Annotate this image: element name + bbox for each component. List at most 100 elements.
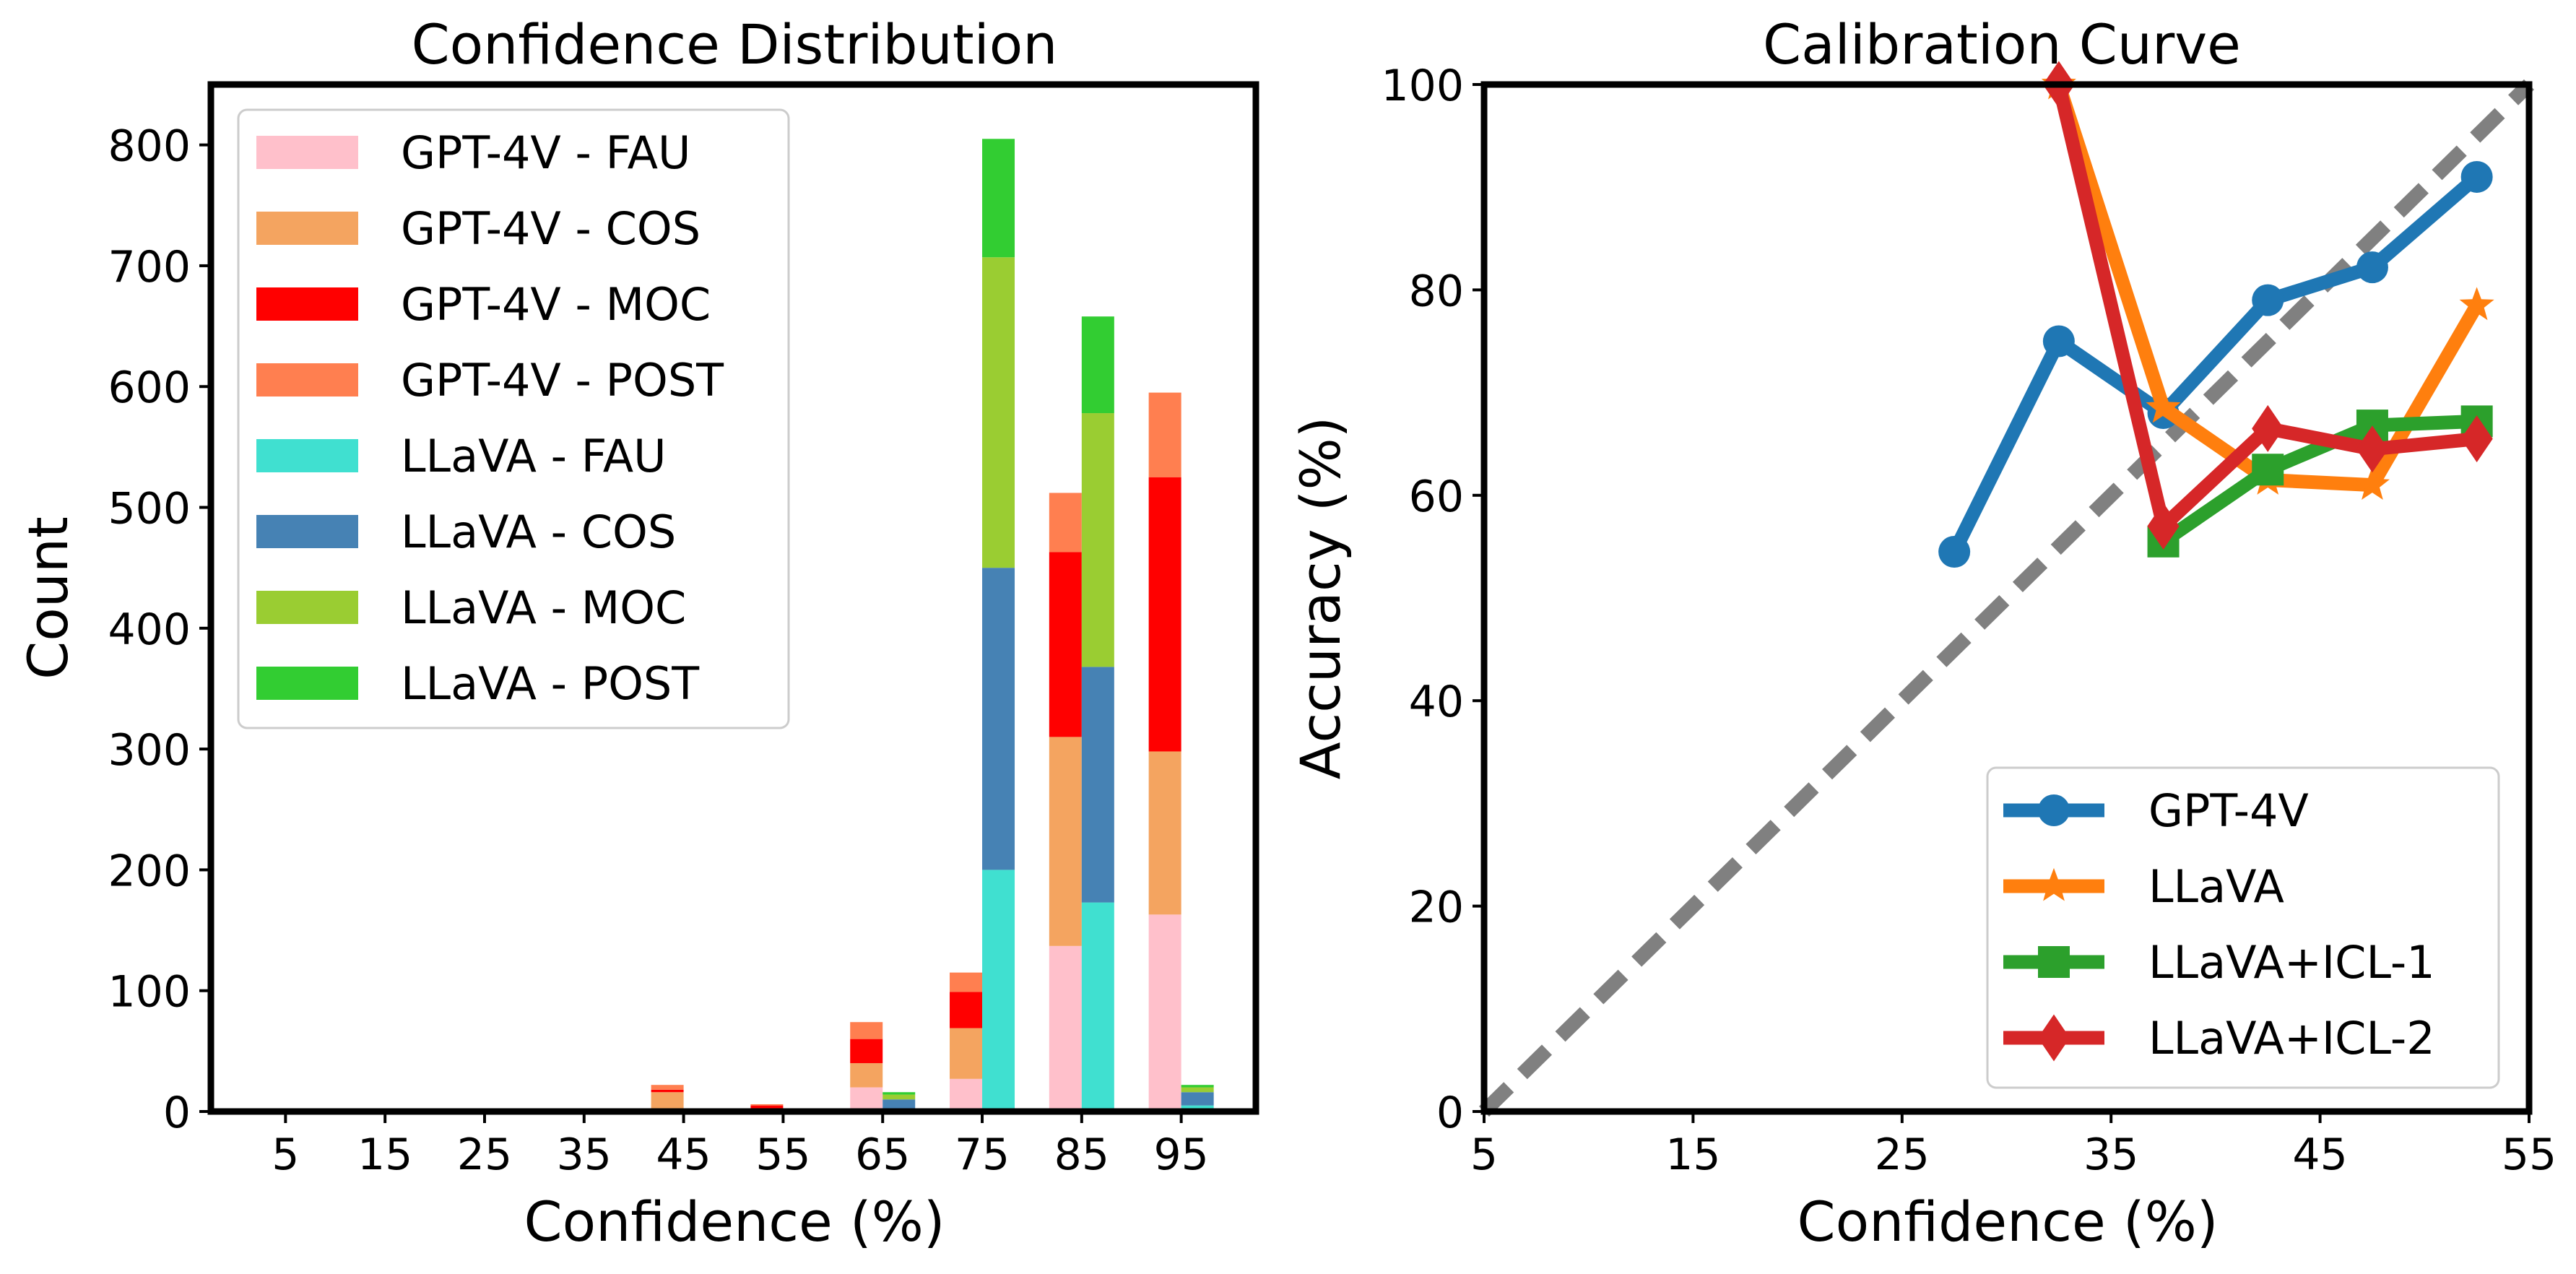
bar-gpt-4v-moc-85 <box>1049 552 1082 737</box>
y-tick-label: 100 <box>1381 61 1464 111</box>
legend-entry-gpt-4v-post: GPT-4V - POST <box>256 354 724 407</box>
y-tick-label: 700 <box>108 242 191 292</box>
x-tick-label: 15 <box>357 1130 412 1180</box>
x-tick-label: 45 <box>2292 1130 2347 1180</box>
legend-swatch <box>256 439 358 472</box>
point-gpt-4v-47.5 <box>2356 251 2388 284</box>
bar-gpt-4v-cos-45 <box>651 1092 684 1109</box>
legend-label: GPT-4V - COS <box>401 202 701 255</box>
bar-gpt-4v-fau-75 <box>950 1078 983 1112</box>
calibration-frame <box>1480 81 2533 1115</box>
series-gpt-4v <box>1938 160 2493 568</box>
legend-entry-llava-cos: LLaVA - COS <box>256 506 676 558</box>
y-tick-label: 400 <box>108 604 191 655</box>
bar-gpt-4v-cos-95 <box>1148 751 1181 915</box>
y-tick-label: 100 <box>108 967 191 1018</box>
calibration-legend-items: GPT-4V LLaVA LLaVA+ICL-1 LLaVA+ICL-2 <box>2003 784 2435 1065</box>
legend-label: LLaVA - MOC <box>401 581 686 634</box>
legend-label: GPT-4V - FAU <box>401 126 690 179</box>
legend-label: GPT-4V - MOC <box>401 278 711 331</box>
y-tick-label: 0 <box>163 1088 191 1138</box>
y-tick-label: 0 <box>1436 1088 1464 1138</box>
histogram-legend-box <box>237 108 790 729</box>
legend-marker <box>2038 794 2070 826</box>
bar-gpt-4v-moc-55 <box>750 1105 784 1111</box>
x-tick-label: 15 <box>1665 1130 1720 1180</box>
point-llava-52.5 <box>2459 287 2494 321</box>
bar-gpt-4v-post-55 <box>750 1104 784 1106</box>
legend-swatch <box>256 667 358 700</box>
x-tick-label: 25 <box>1875 1130 1930 1180</box>
legend-entry-llava-moc: LLaVA - MOC <box>256 581 686 634</box>
bar-gpt-4v-post-75 <box>950 972 983 992</box>
legend-label: LLaVA+ICL-2 <box>2148 1012 2435 1065</box>
y-tick-label: 20 <box>1409 883 1464 933</box>
legend-entry-gpt-4v-fau: GPT-4V - FAU <box>256 126 690 179</box>
legend-entry-llava: LLaVA <box>2003 860 2284 913</box>
histogram-y-ticks: 0 100 200 300 400 500 600 700 800 <box>108 121 211 1138</box>
bar-gpt-4v-moc-95 <box>1148 477 1181 752</box>
bar-gpt-4v-moc-75 <box>950 992 983 1028</box>
x-tick-label: 85 <box>1054 1130 1109 1180</box>
calibration-title: Calibration Curve <box>1763 12 2241 77</box>
histogram-bars <box>651 139 1214 1112</box>
histogram-x-axis-label: Confidence (%) <box>524 1190 945 1254</box>
bar-gpt-4v-cos-65 <box>850 1063 883 1088</box>
bar-llava-cos-95 <box>1181 1092 1214 1106</box>
x-tick-label: 65 <box>855 1130 910 1180</box>
point-gpt-4v-27.5 <box>1938 536 1971 568</box>
bar-gpt-4v-cos-85 <box>1049 737 1082 946</box>
legend-marker <box>2037 1014 2070 1062</box>
histogram-y-axis-label: Count <box>16 516 80 680</box>
calibration-chart: Calibration Curve 0 20 40 60 80 100 5 15 25 35 45… <box>1288 12 2557 1254</box>
x-tick-label: 25 <box>457 1130 512 1180</box>
bar-llava-cos-65 <box>882 1099 916 1109</box>
bar-llava-post-75 <box>982 139 1015 258</box>
legend-entry-gpt-4v-moc: GPT-4V - MOC <box>256 278 711 331</box>
calibration-y-ticks: 0 20 40 60 80 100 <box>1381 61 1484 1138</box>
point-llava-icl-1-42.5 <box>2252 454 2284 486</box>
legend-entry-llava-fau: LLaVA - FAU <box>256 430 667 482</box>
legend-label: GPT-4V - POST <box>401 354 724 407</box>
point-llava-37.5 <box>2146 389 2181 423</box>
legend-label: LLaVA - FAU <box>401 430 667 482</box>
x-tick-label: 35 <box>557 1130 612 1180</box>
legend-swatch <box>256 136 358 169</box>
point-llava-47.5 <box>2354 467 2390 500</box>
histogram-legend: GPT-4V - FAU GPT-4V - COS GPT-4V - MOC GPT-… <box>237 108 790 729</box>
bar-gpt-4v-post-45 <box>651 1085 684 1090</box>
line-llava-icl-1 <box>2156 414 2484 549</box>
legend-label: LLaVA - COS <box>401 506 676 558</box>
bar-llava-post-65 <box>882 1092 916 1095</box>
bar-llava-moc-95 <box>1181 1087 1214 1093</box>
calibration-reference-line <box>1478 79 2535 1117</box>
x-tick-label: 5 <box>272 1130 299 1180</box>
bar-gpt-4v-cos-75 <box>950 1028 983 1079</box>
point-gpt-4v-32.5 <box>2042 325 2075 358</box>
calibration-legend: GPT-4V LLaVA LLaVA+ICL-1 LLaVA+ICL-2 <box>1986 766 2500 1089</box>
bar-gpt-4v-post-95 <box>1148 392 1181 477</box>
legend-swatch <box>256 515 358 548</box>
histogram-title: Confidence Distribution <box>412 12 1058 77</box>
calibration-y-axis-label: Accuracy (%) <box>1288 417 1353 780</box>
bar-llava-post-85 <box>1081 316 1114 414</box>
series-llava-icl-2 <box>2042 61 2493 550</box>
histogram-x-ticks: 5 15 25 35 45 55 65 75 85 95 <box>272 1112 1209 1180</box>
x-tick-label: 5 <box>1470 1130 1498 1180</box>
bar-llava-moc-75 <box>982 257 1015 568</box>
bar-llava-fau-75 <box>982 870 1015 1112</box>
point-llava-icl-2-42.5 <box>2252 404 2284 452</box>
calibration-legend-box <box>1986 766 2500 1089</box>
y-tick-label: 500 <box>108 484 191 534</box>
y-tick-label: 800 <box>108 121 191 172</box>
histogram-chart: Confidence Distribution 0 100 200 300 400 500… <box>16 12 1259 1254</box>
bar-gpt-4v-fau-85 <box>1049 945 1082 1112</box>
histogram-frame <box>207 81 1259 1115</box>
legend-entry-llava-post: LLaVA - POST <box>256 657 700 710</box>
y-tick-label: 60 <box>1409 472 1464 522</box>
bar-gpt-4v-fau-65 <box>850 1087 883 1112</box>
bar-llava-cos-85 <box>1081 667 1114 903</box>
y-tick-label: 200 <box>108 846 191 896</box>
legend-swatch <box>256 591 358 624</box>
